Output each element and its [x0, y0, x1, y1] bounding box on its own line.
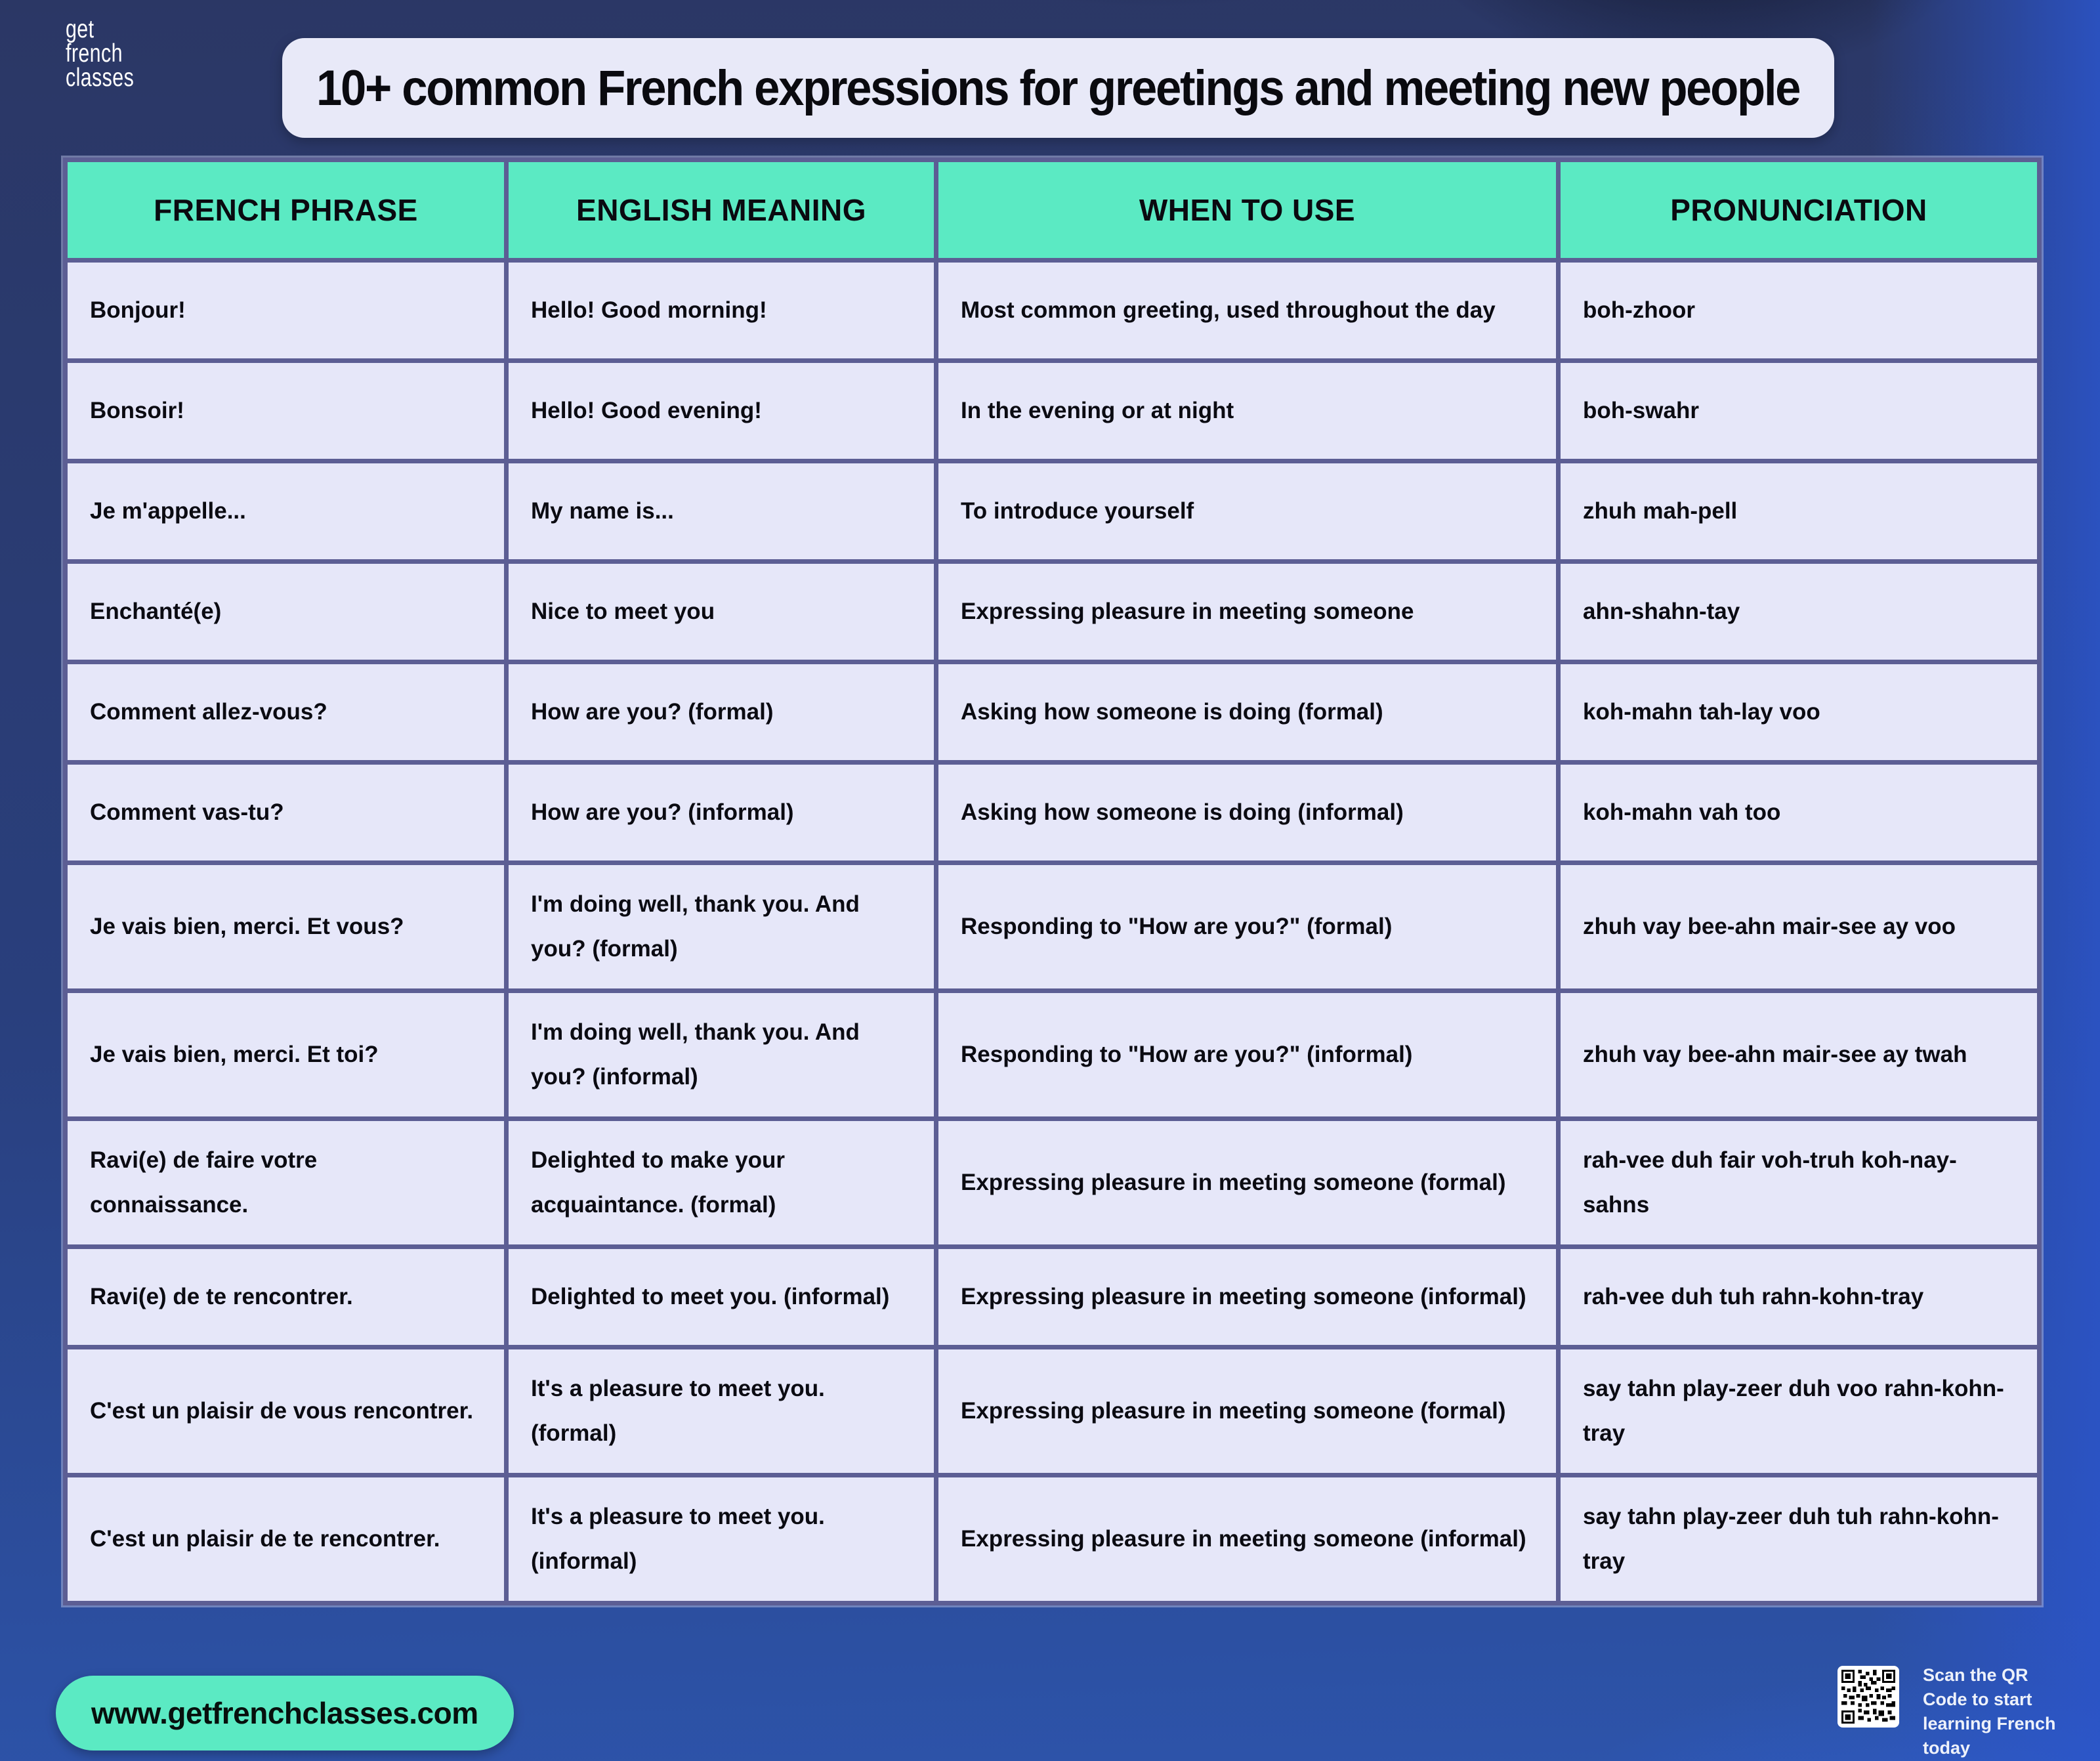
cell-english-meaning: It's a pleasure to meet you. (informal)	[504, 1473, 938, 1605]
cell-when-to-use: Expressing pleasure in meeting someone (…	[934, 1473, 1561, 1605]
qr-code-icon	[1841, 1670, 1895, 1724]
table-row: Je vais bien, merci. Et vous? I'm doing w…	[63, 860, 2042, 993]
table-row: Je vais bien, merci. Et toi? I'm doing we…	[63, 988, 2042, 1121]
table-row: Bonsoir! Hello! Good evening! In the eveni…	[63, 358, 2042, 463]
cell-when-to-use: In the evening or at night	[934, 358, 1561, 463]
page-title: 10+ common French expressions for greeti…	[316, 60, 1801, 116]
brand-logo-line: get	[66, 15, 94, 43]
cell-french-phrase: C'est un plaisir de vous rencontrer.	[63, 1345, 509, 1477]
cell-english-meaning: Nice to meet you	[504, 559, 938, 664]
cell-french-phrase: Je m'appelle...	[63, 459, 509, 564]
cell-english-meaning: I'm doing well, thank you. And you? (inf…	[504, 988, 938, 1121]
cell-pronunciation: boh-zhoor	[1556, 258, 2042, 363]
website-url: www.getfrenchclasses.com	[91, 1696, 478, 1730]
cell-english-meaning: My name is...	[504, 459, 938, 564]
cell-when-to-use: Responding to "How are you?" (formal)	[934, 860, 1561, 993]
table-row: Ravi(e) de te rencontrer. Delighted to me…	[63, 1244, 2042, 1349]
cell-pronunciation: zhuh mah-pell	[1556, 459, 2042, 564]
table-row: Enchanté(e) Nice to meet you Expressing pl…	[63, 559, 2042, 664]
table-row: Comment allez-vous? How are you? (formal)…	[63, 660, 2042, 765]
column-header-french-phrase: FRENCH PHRASE	[63, 158, 509, 263]
brand-logo-line: french	[66, 39, 123, 68]
cell-pronunciation: zhuh vay bee-ahn mair-see ay voo	[1556, 860, 2042, 993]
cell-when-to-use: Most common greeting, used throughout th…	[934, 258, 1561, 363]
table-row: C'est un plaisir de vous rencontrer. It's…	[63, 1345, 2042, 1477]
cell-french-phrase: Enchanté(e)	[63, 559, 509, 664]
cell-english-meaning: How are you? (informal)	[504, 760, 938, 865]
cell-pronunciation: ahn-shahn-tay	[1556, 559, 2042, 664]
cell-french-phrase: Comment allez-vous?	[63, 660, 509, 765]
table-row: Bonjour! Hello! Good morning! Most common …	[63, 258, 2042, 363]
cell-english-meaning: Hello! Good evening!	[504, 358, 938, 463]
cell-english-meaning: How are you? (formal)	[504, 660, 938, 765]
column-header-english-meaning: ENGLISH MEANING	[504, 158, 938, 263]
cell-when-to-use: Expressing pleasure in meeting someone (…	[934, 1244, 1561, 1349]
cell-pronunciation: zhuh vay bee-ahn mair-see ay twah	[1556, 988, 2042, 1121]
cell-pronunciation: rah-vee duh fair voh-truh koh-nay-sahns	[1556, 1116, 2042, 1249]
cell-when-to-use: Expressing pleasure in meeting someone (…	[934, 1345, 1561, 1477]
cell-french-phrase: Ravi(e) de te rencontrer.	[63, 1244, 509, 1349]
cell-english-meaning: Delighted to make your acquaintance. (fo…	[504, 1116, 938, 1249]
table-header-row: FRENCH PHRASE ENGLISH MEANING WHEN TO US…	[63, 158, 2042, 263]
page-title-banner: 10+ common French expressions for greeti…	[282, 38, 1834, 138]
cell-pronunciation: boh-swahr	[1556, 358, 2042, 463]
cell-french-phrase: Je vais bien, merci. Et vous?	[63, 860, 509, 993]
cell-pronunciation: say tahn play-zeer duh tuh rahn-kohn-tra…	[1556, 1473, 2042, 1605]
cell-pronunciation: rah-vee duh tuh rahn-kohn-tray	[1556, 1244, 2042, 1349]
brand-logo-line: classes	[66, 64, 135, 93]
cell-when-to-use: Expressing pleasure in meeting someone	[934, 559, 1561, 664]
table-row: C'est un plaisir de te rencontrer. It's a…	[63, 1473, 2042, 1605]
cell-french-phrase: Bonjour!	[63, 258, 509, 363]
cell-french-phrase: Ravi(e) de faire votre connaissance.	[63, 1116, 509, 1249]
cell-when-to-use: Asking how someone is doing (informal)	[934, 760, 1561, 865]
website-pill: www.getfrenchclasses.com	[56, 1676, 514, 1750]
column-header-when-to-use: WHEN TO USE	[934, 158, 1561, 263]
cell-french-phrase: Je vais bien, merci. Et toi?	[63, 988, 509, 1121]
phrases-table: FRENCH PHRASE ENGLISH MEANING WHEN TO US…	[63, 158, 2042, 1605]
cell-when-to-use: Asking how someone is doing (formal)	[934, 660, 1561, 765]
qr-caption: Scan the QR Code to start learning Frenc…	[1923, 1665, 2056, 1758]
cell-english-meaning: It's a pleasure to meet you. (formal)	[504, 1345, 938, 1477]
table-row: Ravi(e) de faire votre connaissance. Deli…	[63, 1116, 2042, 1249]
table-row: Je m'appelle... My name is... To introduce…	[63, 459, 2042, 564]
qr-code	[1838, 1666, 1899, 1728]
cell-when-to-use: Responding to "How are you?" (informal)	[934, 988, 1561, 1121]
cell-french-phrase: Comment vas-tu?	[63, 760, 509, 865]
cell-english-meaning: I'm doing well, thank you. And you? (for…	[504, 860, 938, 993]
cell-when-to-use: Expressing pleasure in meeting someone (…	[934, 1116, 1561, 1249]
cell-pronunciation: koh-mahn vah too	[1556, 760, 2042, 865]
cell-french-phrase: C'est un plaisir de te rencontrer.	[63, 1473, 509, 1605]
cell-pronunciation: say tahn play-zeer duh voo rahn-kohn-tra…	[1556, 1345, 2042, 1477]
brand-logo: get french classes	[66, 15, 135, 93]
cell-french-phrase: Bonsoir!	[63, 358, 509, 463]
column-header-pronunciation: PRONUNCIATION	[1556, 158, 2042, 263]
cell-english-meaning: Hello! Good morning!	[504, 258, 938, 363]
cell-when-to-use: To introduce yourself	[934, 459, 1561, 564]
cell-pronunciation: koh-mahn tah-lay voo	[1556, 660, 2042, 765]
cell-english-meaning: Delighted to meet you. (informal)	[504, 1244, 938, 1349]
table-row: Comment vas-tu? How are you? (informal) As…	[63, 760, 2042, 865]
table-body: Bonjour! Hello! Good morning! Most common …	[63, 258, 2042, 1605]
